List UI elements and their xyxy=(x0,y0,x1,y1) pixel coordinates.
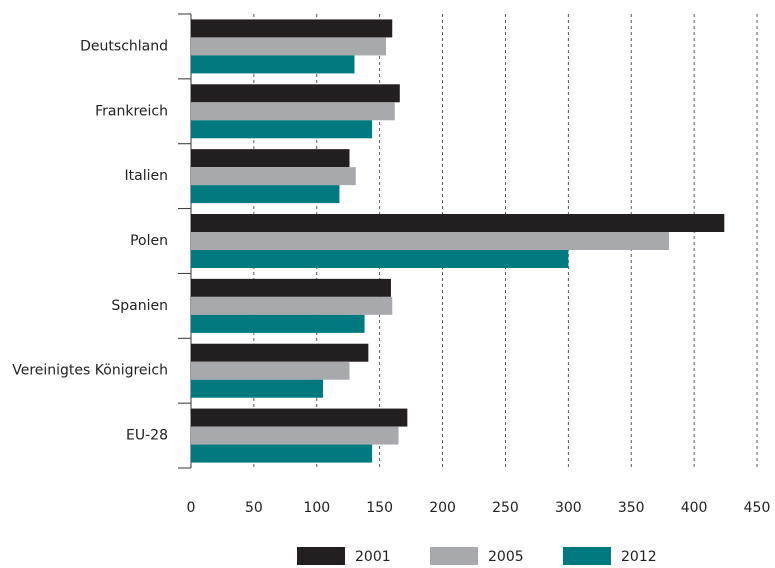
bar xyxy=(191,149,350,168)
x-tick-label: 250 xyxy=(492,500,519,516)
legend-label: 2012 xyxy=(621,549,657,565)
bar xyxy=(191,185,340,204)
x-tick-label: 350 xyxy=(618,500,645,516)
legend-swatch xyxy=(563,547,611,565)
x-tick-label: 150 xyxy=(366,500,393,516)
x-tick-label: 300 xyxy=(555,500,582,516)
x-tick-label: 400 xyxy=(681,500,708,516)
y-tick-label: Frankreich xyxy=(95,103,168,119)
bar xyxy=(191,55,355,74)
bar xyxy=(191,167,356,186)
bar xyxy=(191,361,350,380)
bar xyxy=(191,278,391,297)
x-tick-label: 450 xyxy=(744,500,771,516)
bar xyxy=(191,37,386,56)
bar xyxy=(191,296,393,315)
legend-swatch xyxy=(430,547,478,565)
bar xyxy=(191,444,373,463)
x-tick-label: 0 xyxy=(187,500,196,516)
y-tick-label: Polen xyxy=(130,233,168,249)
y-tick-label: Vereinigtes Königreich xyxy=(12,363,168,379)
x-tick-label: 50 xyxy=(245,500,263,516)
legend-label: 2001 xyxy=(355,549,391,565)
bar xyxy=(191,120,373,139)
y-tick-label: EU-28 xyxy=(126,428,168,444)
y-tick-label: Italien xyxy=(125,168,168,184)
bar xyxy=(191,426,399,445)
bar xyxy=(191,232,669,250)
bar xyxy=(191,379,324,398)
legend-label: 2005 xyxy=(488,549,524,565)
y-tick-label: Deutschland xyxy=(80,38,168,54)
bar xyxy=(191,84,400,103)
bar xyxy=(191,102,395,121)
bar xyxy=(191,314,365,333)
legend-swatch xyxy=(297,547,345,565)
bar xyxy=(191,250,569,268)
bar xyxy=(191,343,369,362)
x-tick-label: 200 xyxy=(429,500,456,516)
y-tick-label: Spanien xyxy=(111,298,168,314)
bar xyxy=(191,19,393,38)
bar xyxy=(191,214,725,232)
x-tick-label: 100 xyxy=(303,500,330,516)
bar xyxy=(191,408,408,427)
